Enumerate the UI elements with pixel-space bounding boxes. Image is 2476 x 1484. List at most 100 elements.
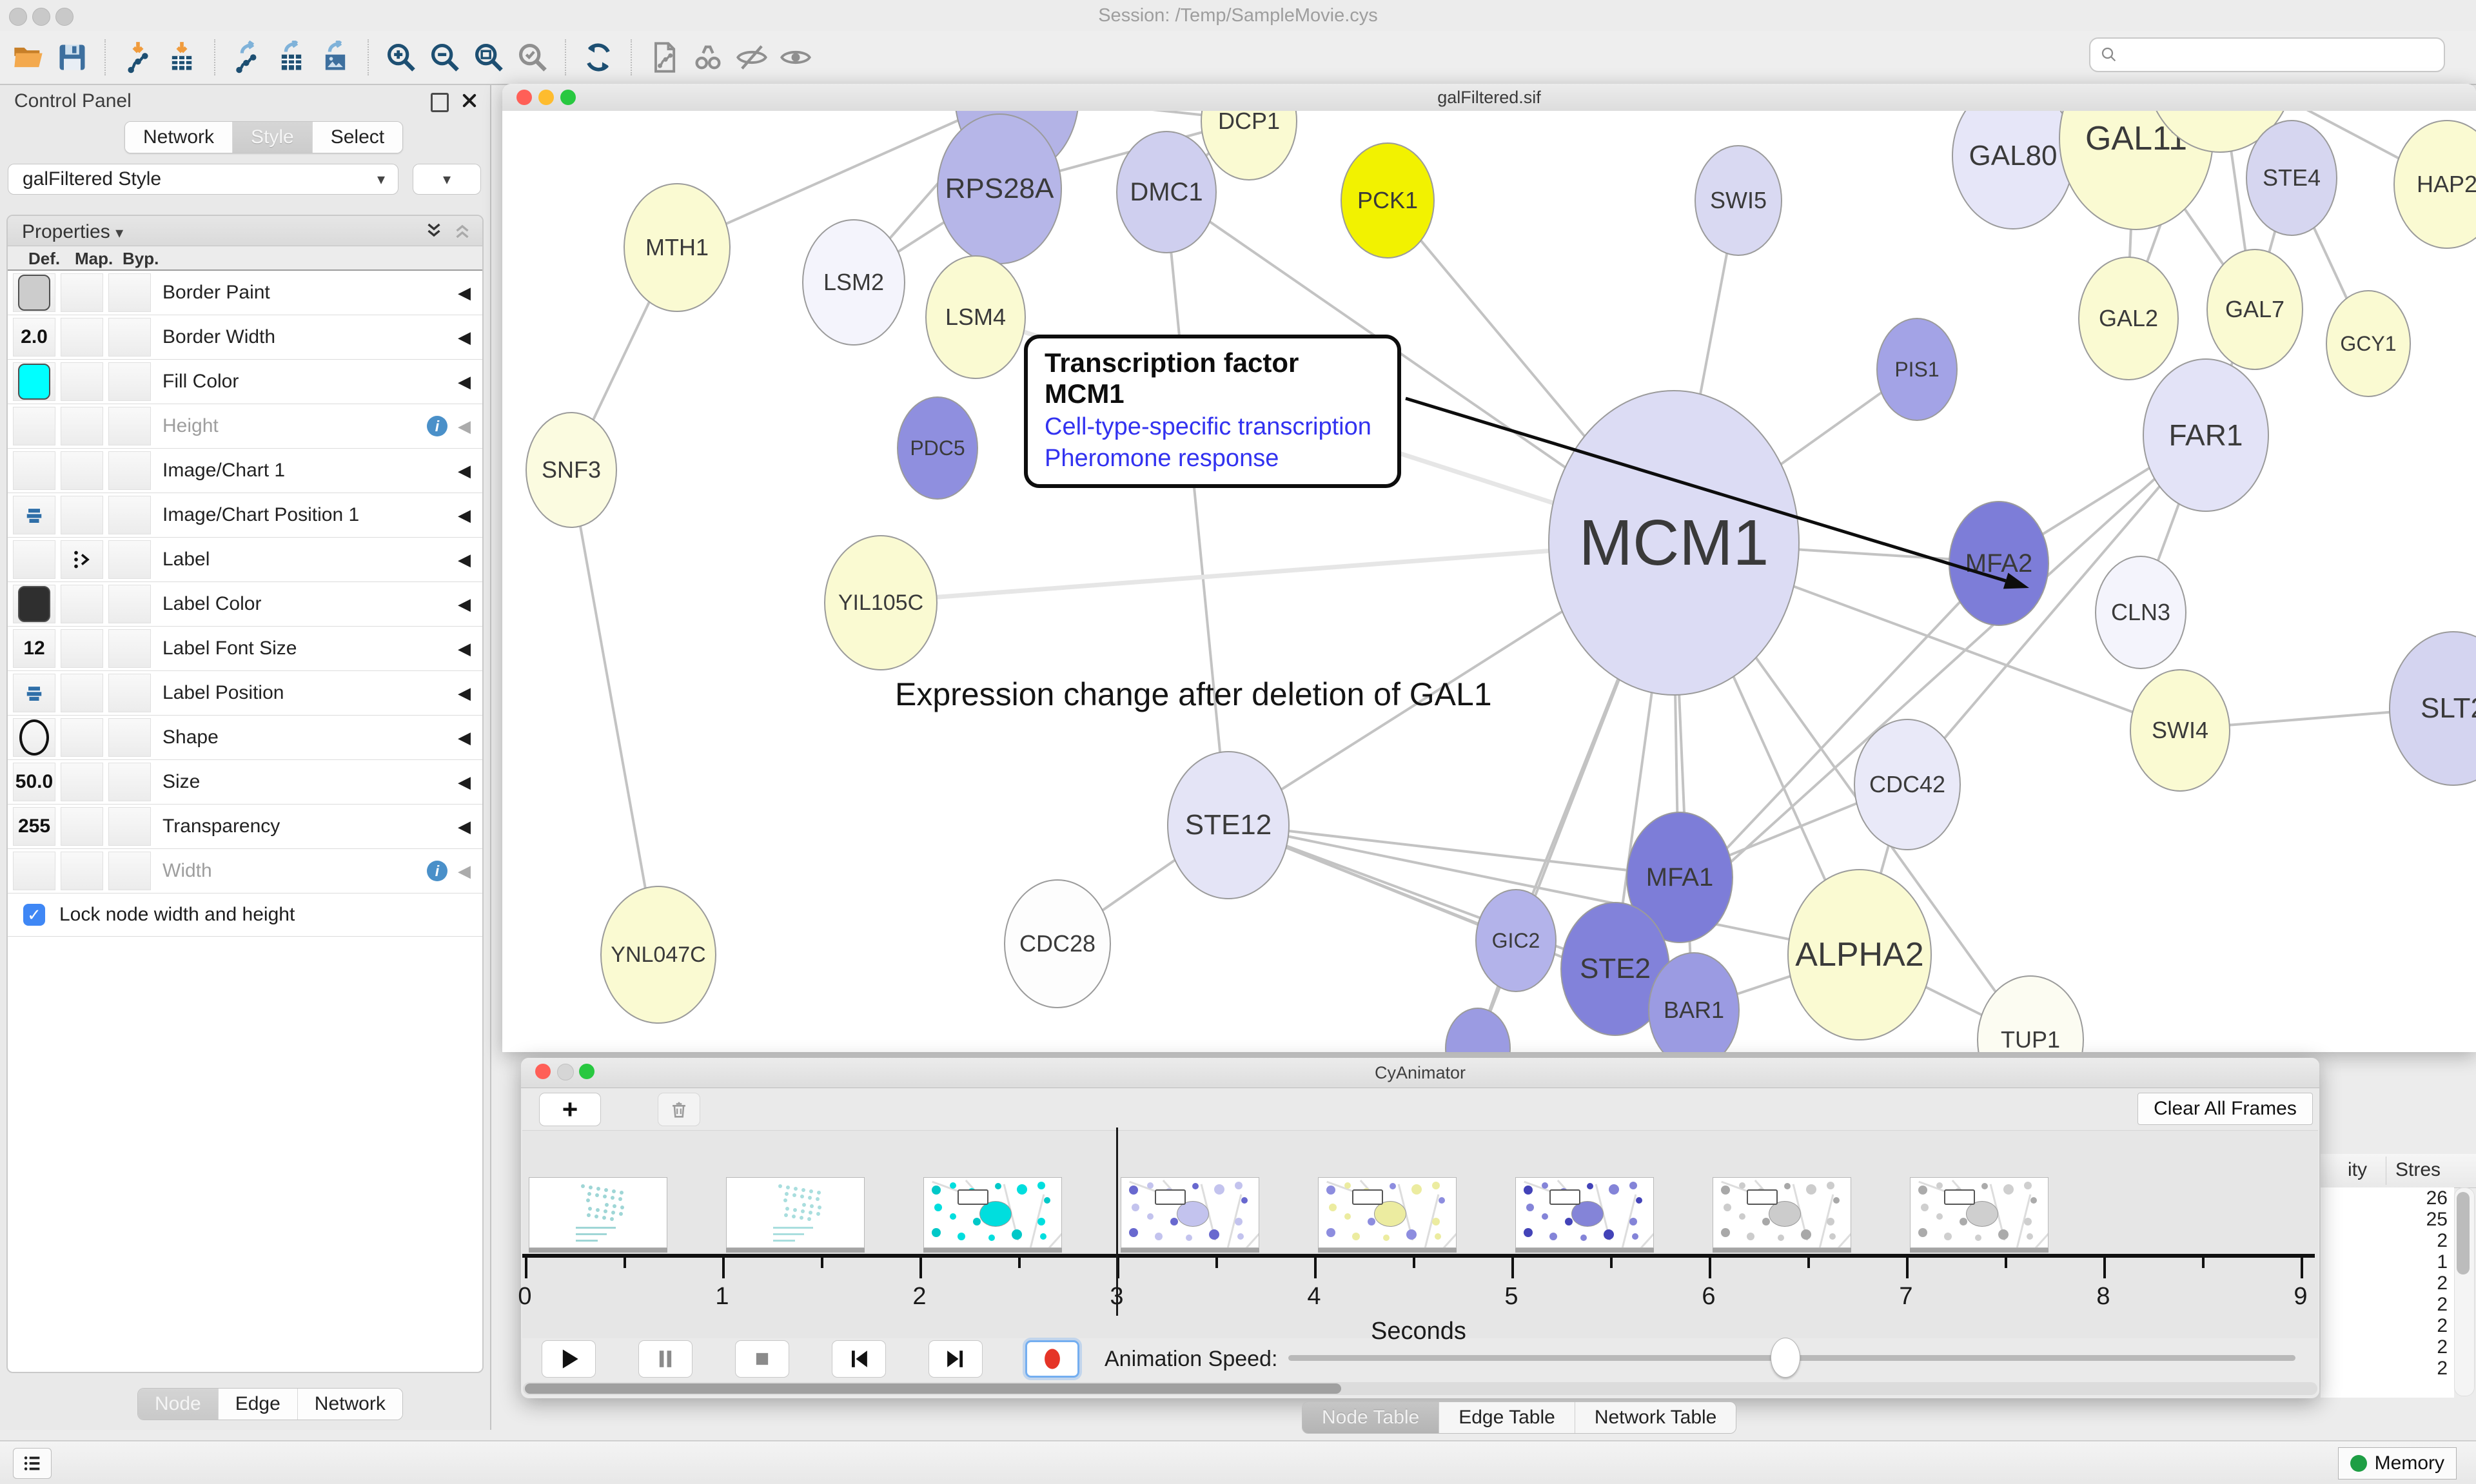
duplicate-view-icon[interactable] <box>642 35 686 79</box>
property-row-label-font-size[interactable]: 12 Label Font Size ◀ <box>8 627 482 671</box>
network-node-snf3[interactable]: SNF3 <box>526 412 617 528</box>
default-value-cell[interactable]: 2.0 <box>13 318 55 356</box>
window-close-icon[interactable] <box>9 8 27 26</box>
apply-layout-icon[interactable] <box>576 35 620 79</box>
mapping-cell[interactable] <box>61 273 103 312</box>
network-node-ste4[interactable]: STE4 <box>2246 120 2337 236</box>
style-selector[interactable]: galFiltered Style ▾ <box>8 164 398 195</box>
expand-row-icon[interactable]: ◀ <box>458 861 471 881</box>
property-row-transparency[interactable]: 255 Transparency ◀ <box>8 805 482 849</box>
property-row-label[interactable]: Label ◀ <box>8 538 482 582</box>
tab-network[interactable]: Network <box>125 122 233 153</box>
property-row-border-paint[interactable]: Border Paint ◀ <box>8 271 482 315</box>
bypass-cell[interactable] <box>108 273 151 312</box>
lock-size-checkbox[interactable]: ✓ <box>23 904 45 926</box>
expand-row-icon[interactable]: ◀ <box>458 816 471 836</box>
frame-thumbnail-6[interactable] <box>1713 1177 1851 1248</box>
import-table-icon[interactable] <box>160 35 204 79</box>
network-node-gal80[interactable]: GAL80 <box>1952 111 2074 229</box>
default-value-cell[interactable]: 255 <box>13 807 55 846</box>
speed-slider-handle[interactable] <box>1771 1338 1801 1378</box>
expand-row-icon[interactable]: ◀ <box>458 638 471 658</box>
frame-thumbnail-5[interactable] <box>1515 1177 1654 1248</box>
tab-style[interactable]: Style <box>232 122 312 153</box>
expand-row-icon[interactable]: ◀ <box>458 371 471 391</box>
network-node-hap2[interactable]: HAP2 <box>2393 120 2476 249</box>
record-button[interactable] <box>1025 1340 1079 1378</box>
search-input[interactable] <box>2125 44 2435 66</box>
expand-row-icon[interactable]: ◀ <box>458 416 471 436</box>
animator-hscrollbar-thumb[interactable] <box>525 1383 1341 1394</box>
frame-thumbnail-4[interactable] <box>1318 1177 1457 1248</box>
network-node-ynl047c[interactable]: YNL047C <box>600 886 716 1024</box>
task-history-button[interactable] <box>13 1448 52 1479</box>
default-value-cell[interactable] <box>13 718 55 757</box>
clear-all-frames-button[interactable]: Clear All Frames <box>2137 1093 2313 1125</box>
tab-network-style[interactable]: Network <box>297 1389 402 1420</box>
property-row-fill-color[interactable]: Fill Color ◀ <box>8 360 482 404</box>
column-header-centrality[interactable]: ity <box>2348 1159 2367 1180</box>
network-node-pis1[interactable]: PIS1 <box>1876 318 1958 421</box>
properties-header[interactable]: Properties ▾ <box>8 216 482 246</box>
network-node-swi4[interactable]: SWI4 <box>2130 669 2230 792</box>
mapping-cell[interactable] <box>61 318 103 356</box>
default-value-cell[interactable] <box>13 852 55 890</box>
bypass-cell[interactable] <box>108 674 151 712</box>
import-network-icon[interactable] <box>116 35 160 79</box>
window-minimize-icon[interactable] <box>32 8 50 26</box>
float-panel-icon[interactable] <box>431 93 449 112</box>
bypass-cell[interactable] <box>108 318 151 356</box>
expand-all-icon[interactable] <box>423 220 445 242</box>
expand-row-icon[interactable]: ◀ <box>458 683 471 703</box>
network-node-mth1[interactable]: MTH1 <box>624 183 731 312</box>
network-node-ste12[interactable]: STE12 <box>1167 751 1290 899</box>
property-row-image-chart-1[interactable]: Image/Chart 1 ◀ <box>8 449 482 493</box>
default-value-cell[interactable] <box>13 362 55 401</box>
default-value-cell[interactable] <box>13 273 55 312</box>
play-button[interactable] <box>542 1340 596 1378</box>
network-node-yil105c[interactable]: YIL105C <box>824 535 938 670</box>
bypass-cell[interactable] <box>108 451 151 490</box>
window-zoom-icon[interactable] <box>55 8 74 26</box>
close-icon[interactable] <box>535 1064 551 1079</box>
tab-select[interactable]: Select <box>311 122 403 153</box>
bypass-cell[interactable] <box>108 496 151 534</box>
frame-thumbnail-7[interactable] <box>1910 1177 2049 1248</box>
default-value-cell[interactable]: 50.0 <box>13 763 55 801</box>
maximize-icon[interactable] <box>579 1064 594 1079</box>
network-node-gal2[interactable]: GAL2 <box>2078 257 2179 380</box>
tab-edge[interactable]: Edge <box>217 1389 297 1420</box>
network-node-dmc1[interactable]: DMC1 <box>1116 131 1217 253</box>
export-table-icon[interactable] <box>270 35 313 79</box>
default-value-cell[interactable]: 12 <box>13 629 55 668</box>
expand-row-icon[interactable]: ◀ <box>458 505 471 525</box>
timeline-bar[interactable] <box>522 1254 2315 1258</box>
network-node-far1[interactable]: FAR1 <box>2143 358 2269 512</box>
property-row-shape[interactable]: Shape ◀ <box>8 716 482 760</box>
network-node-swi5[interactable]: SWI5 <box>1695 145 1782 256</box>
zoom-out-icon[interactable] <box>423 35 467 79</box>
table-scrollbar-thumb[interactable] <box>2457 1192 2470 1274</box>
network-node-alpha2[interactable]: ALPHA2 <box>1787 869 1932 1040</box>
bypass-cell[interactable] <box>108 585 151 623</box>
mapping-cell[interactable] <box>61 718 103 757</box>
zoom-selected-icon[interactable] <box>511 35 555 79</box>
add-frame-button[interactable]: + <box>539 1093 601 1126</box>
memory-button[interactable]: Memory <box>2337 1447 2457 1479</box>
save-session-icon[interactable] <box>50 35 94 79</box>
network-node-cdc28[interactable]: CDC28 <box>1004 879 1111 1008</box>
collapse-all-icon[interactable] <box>451 220 473 242</box>
export-image-icon[interactable] <box>313 35 357 79</box>
network-canvas[interactable]: RPS28BRPS28ADCP1DMC1PCK1SWI5GAL80GAL11ST… <box>502 111 2476 1052</box>
property-row-size[interactable]: 50.0 Size ◀ <box>8 760 482 805</box>
zoom-fit-icon[interactable] <box>467 35 511 79</box>
pause-button[interactable] <box>638 1340 693 1378</box>
animator-hscrollbar[interactable] <box>523 1382 2317 1395</box>
style-options-button[interactable]: ▾ <box>413 164 481 195</box>
property-row-width[interactable]: Width i ◀ <box>8 849 482 893</box>
zoom-in-icon[interactable] <box>379 35 423 79</box>
default-value-cell[interactable] <box>13 496 55 534</box>
minimize-icon[interactable] <box>557 1064 574 1080</box>
tab-node-table[interactable]: Node Table <box>1302 1402 1439 1433</box>
close-panel-icon[interactable] <box>460 92 478 110</box>
